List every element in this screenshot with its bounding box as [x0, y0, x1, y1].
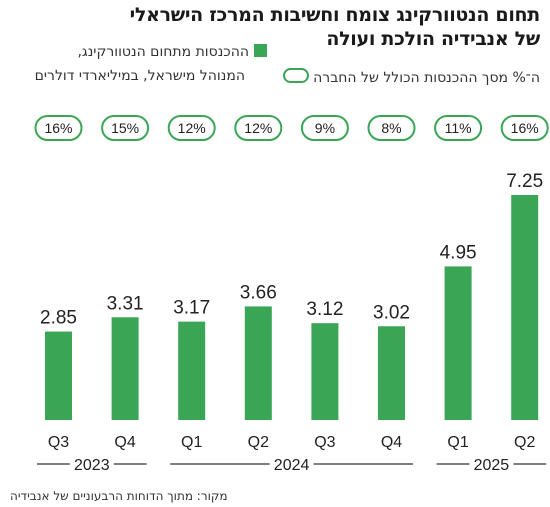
tick-label: Q1 [447, 434, 468, 451]
bar [244, 306, 272, 420]
percent-label: 16% [44, 120, 72, 136]
legend-oval-swatch [283, 68, 310, 83]
tick-label: Q4 [381, 434, 402, 451]
percent-oval [300, 115, 349, 141]
value-label: 4.95 [440, 242, 477, 263]
bar [511, 195, 539, 420]
value-label: 3.31 [107, 293, 144, 314]
tick-label: Q1 [181, 434, 202, 451]
legend-oval-label: ה־% מסך ההכנסות הכולל של החברה [313, 70, 540, 86]
chart-title-line2: של אנבידיה הולכת ועולה [326, 28, 540, 50]
legend-bar-label: ההכנסות מתחום הנטוורקינג, [77, 44, 249, 60]
tick-label: Q2 [248, 434, 269, 451]
bar [111, 317, 139, 420]
bar [378, 326, 405, 420]
percent-label: 12% [178, 120, 206, 136]
chart-source: מקור: מתוך הדוחות הרבעוניים של אנבידיה [10, 489, 228, 503]
percent-oval [167, 115, 216, 141]
percent-label: 9% [315, 120, 335, 136]
percent-oval [367, 115, 416, 141]
year-label: 2025 [474, 457, 510, 474]
value-label: 3.02 [373, 302, 410, 323]
legend-oval-entry: ה־% מסך ההכנסות הכולל של החברה [279, 68, 540, 86]
year-label: 2023 [74, 457, 110, 474]
legend-bar-entry: ההכנסות מתחום הנטוורקינג, [77, 44, 267, 60]
value-label: 3.66 [240, 282, 277, 303]
value-label: 3.12 [306, 299, 343, 320]
percent-oval [101, 115, 150, 141]
legend-bar-label-line2: המנוהל מישראל, במיליארדי דולרים [34, 68, 245, 84]
percent-label: 8% [381, 120, 401, 136]
tick-label: Q4 [114, 434, 135, 451]
year-label: 2024 [274, 457, 310, 474]
percent-label: 11% [445, 120, 472, 136]
bar [311, 323, 339, 420]
value-label: 7.25 [506, 171, 543, 192]
percent-oval [234, 115, 283, 141]
bar [178, 321, 206, 420]
bar [444, 266, 472, 420]
value-label: 2.85 [40, 308, 77, 329]
legend-bar-swatch [254, 44, 267, 57]
tick-label: Q3 [48, 434, 69, 451]
percent-oval [34, 115, 83, 141]
percent-oval [500, 115, 549, 141]
tick-label: Q3 [314, 434, 335, 451]
percent-oval [434, 115, 483, 141]
tick-label: Q2 [514, 434, 535, 451]
percent-label: 12% [244, 120, 272, 136]
value-label: 3.17 [173, 298, 210, 319]
bar [45, 331, 72, 420]
chart-title-line1: תחום הנטוורקינג צומח וחשיבות המרכז הישרא… [129, 4, 541, 26]
percent-label: 16% [511, 120, 539, 136]
percent-label: 15% [111, 120, 139, 136]
